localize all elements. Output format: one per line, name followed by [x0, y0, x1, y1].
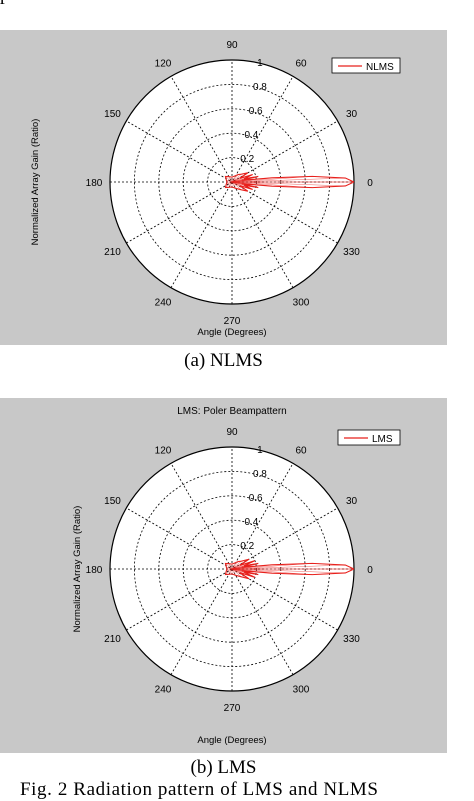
angle-tick-label: 90 — [226, 427, 238, 438]
radial-tick-label: 1 — [257, 445, 263, 456]
pattern-ray — [231, 568, 242, 578]
radial-tick-label: 0.6 — [249, 106, 263, 117]
pattern-ray — [225, 563, 233, 570]
x-axis-label: Angle (Degrees) — [197, 735, 266, 746]
legend-label: NLMS — [366, 62, 394, 73]
y-axis-label: Normalized Array Gain (Ratio) — [72, 506, 83, 633]
pattern-ray — [231, 562, 236, 570]
legend-box — [331, 57, 401, 74]
angle-tick-label: 330 — [343, 634, 360, 645]
pattern-ray — [231, 181, 313, 188]
pattern-ray — [231, 568, 236, 576]
chart-title: LMS: Poler Beampattern — [177, 406, 287, 417]
angle-tick-label: 0 — [367, 565, 373, 576]
lms-panel-caption: (b) LMS — [190, 757, 257, 778]
pattern-ray — [231, 181, 253, 190]
pattern-ray — [231, 561, 239, 570]
pattern-ray — [231, 174, 253, 183]
x-axis-label: Angle (Degrees) — [197, 327, 266, 338]
angle-tick-label: 120 — [155, 58, 172, 69]
lms-figure-panel: 90 60 30 0 330 300 270 240 210 180 150 120 0.2 0.4 0.6… — [0, 398, 447, 753]
nlms-figure-panel: 90 60 30 0 330 300 270 240 210 180 150 120 0.2 0.4 0.6… — [0, 30, 447, 345]
lms-polar-chart: 90603003303002702402101801501200.20.40.6… — [72, 406, 401, 746]
pattern-ray — [231, 175, 236, 183]
top-text-fragment: p — [0, 0, 10, 6]
angle-tick-label: 60 — [295, 58, 307, 69]
figure-caption: Fig. 2 Radiation pattern of LMS and NLMS — [20, 779, 379, 800]
pattern-ray — [231, 174, 239, 183]
pattern-ray — [231, 173, 242, 183]
angle-tick-label: 0 — [367, 178, 373, 189]
angle-tick-label: 240 — [155, 298, 172, 309]
nlms-polar-chart: 90603003303002702402101801501200.20.40.6… — [30, 40, 401, 338]
radial-tick-label: 1 — [257, 58, 263, 69]
pattern-ray — [228, 176, 233, 183]
pattern-ray — [225, 181, 233, 188]
angle-tick-label: 180 — [86, 565, 103, 576]
pattern-ray — [231, 568, 346, 574]
radial-tick-label: 0.8 — [253, 82, 267, 93]
pattern-ray — [228, 568, 233, 575]
angle-tick-label: 60 — [295, 445, 307, 456]
pattern-ray — [231, 560, 256, 570]
pattern-ray — [231, 181, 346, 187]
nlms-panel-caption: (a) NLMS — [184, 350, 263, 371]
pattern-ray — [231, 568, 256, 578]
pattern-ray — [231, 172, 248, 183]
pattern-ray — [231, 563, 313, 570]
pattern-ray — [231, 564, 346, 570]
angle-tick-label: 300 — [293, 685, 310, 696]
legend-box — [337, 429, 401, 446]
angle-tick-label: 30 — [346, 496, 358, 507]
angle-tick-label: 330 — [343, 247, 360, 258]
angle-tick-label: 120 — [155, 445, 172, 456]
angle-tick-label: 180 — [86, 178, 103, 189]
angle-tick-label: 90 — [226, 40, 238, 51]
angle-tick-label: 270 — [224, 316, 241, 327]
angle-tick-label: 270 — [224, 703, 241, 714]
angle-tick-label: 240 — [155, 685, 172, 696]
angle-tick-label: 150 — [104, 109, 121, 120]
pattern-ray — [225, 568, 233, 575]
pattern-ray — [226, 566, 233, 570]
pattern-ray — [226, 179, 233, 183]
pattern-ray — [231, 181, 242, 191]
pattern-ray — [231, 560, 242, 570]
pattern-ray — [231, 177, 346, 183]
pattern-ray — [225, 176, 233, 183]
radial-tick-label: 0.2 — [240, 541, 254, 552]
pattern-ray — [231, 181, 236, 189]
angle-tick-label: 210 — [104, 247, 121, 258]
radial-tick-label: 0.2 — [240, 154, 254, 165]
radial-tick-label: 0.4 — [244, 130, 258, 141]
angle-tick-label: 30 — [346, 109, 358, 120]
pattern-ray — [226, 181, 233, 185]
y-axis-label: Normalized Array Gain (Ratio) — [30, 119, 41, 246]
pattern-ray — [228, 181, 233, 188]
angle-tick-label: 300 — [293, 298, 310, 309]
radial-tick-label: 0.6 — [249, 493, 263, 504]
pattern-ray — [228, 563, 233, 570]
angle-tick-label: 210 — [104, 634, 121, 645]
pattern-ray — [231, 568, 313, 575]
pattern-ray — [231, 559, 250, 570]
radial-tick-label: 0.8 — [253, 469, 267, 480]
pattern-ray — [226, 568, 233, 572]
pattern-ray — [231, 181, 248, 192]
pattern-ray — [231, 568, 250, 579]
legend-label: LMS — [372, 434, 393, 445]
pattern-ray — [231, 176, 313, 183]
angle-tick-label: 150 — [104, 496, 121, 507]
radial-tick-label: 0.4 — [244, 517, 258, 528]
